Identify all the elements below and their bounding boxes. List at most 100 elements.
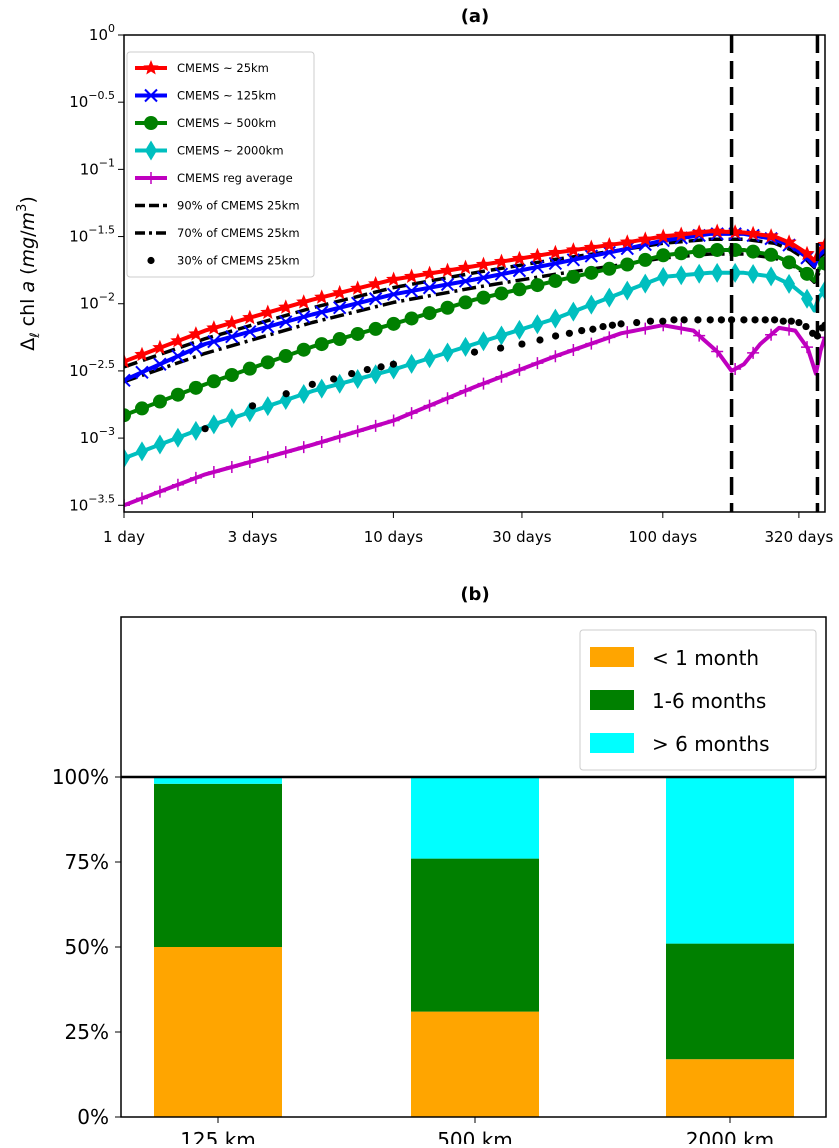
series-7-point xyxy=(795,318,803,327)
panel-b-plot-frame xyxy=(120,616,827,1118)
series-2-point xyxy=(566,269,581,284)
series-0-point xyxy=(781,234,797,249)
series-4-point xyxy=(459,384,472,397)
x-tick-label: 100 days xyxy=(628,528,697,546)
series-0-point xyxy=(332,284,348,300)
series-3-point xyxy=(171,427,184,448)
series-0-point xyxy=(547,244,563,260)
y-tick-label: 10−2.5 xyxy=(69,358,115,380)
series-7-point xyxy=(779,317,787,325)
legend-entry: CMEMS ~ 2000km xyxy=(135,140,284,161)
series-2-point xyxy=(332,332,347,347)
legend-label: CMEMS ~ 25km xyxy=(177,61,269,75)
series-0-point xyxy=(763,228,779,243)
series-7-point xyxy=(330,375,338,383)
series-7-point xyxy=(589,325,597,333)
series-7-point xyxy=(751,316,759,324)
series-7-point xyxy=(770,316,779,324)
series-4-point xyxy=(207,465,220,478)
series-4-point xyxy=(729,362,742,375)
series-7-point xyxy=(377,363,385,371)
series-2-point xyxy=(602,261,617,276)
x-tick-label: 500 km xyxy=(437,1128,513,1144)
series-4-point xyxy=(124,499,130,512)
series-7 xyxy=(201,316,825,433)
series-4-point xyxy=(693,329,706,342)
series-2-point xyxy=(350,326,365,341)
legend-label: CMEMS reg average xyxy=(177,171,293,185)
panel-b-bars xyxy=(154,777,794,1117)
panel-a-line-chart: (a) Δℓ chl a (mg/m3) 1 day 3 days 10 days 3… xyxy=(15,6,833,546)
series-4-point xyxy=(495,370,508,383)
series-3-point xyxy=(783,273,796,294)
series-3-point xyxy=(124,448,130,469)
y-tick-label: 10−1 xyxy=(80,156,115,178)
y-tick-label: 10−3.5 xyxy=(69,492,115,514)
series-0-point xyxy=(655,228,671,243)
series-3-point xyxy=(145,140,157,161)
series-1-point xyxy=(207,334,221,349)
series-4-point xyxy=(153,485,166,498)
series-3 xyxy=(124,262,825,469)
series-3-point xyxy=(765,266,778,287)
series-3-point xyxy=(657,266,670,287)
series-7-point xyxy=(363,365,371,374)
series-2-point xyxy=(242,361,257,376)
series-0-point xyxy=(206,320,222,335)
series-1-point xyxy=(189,341,203,355)
series-0-point xyxy=(314,289,330,304)
legend-entry: < 1 month xyxy=(590,646,759,670)
legend-entry: CMEMS ~ 125km xyxy=(135,89,276,103)
series-7-point xyxy=(670,316,678,324)
legend-label: 70% of CMEMS 25km xyxy=(177,226,300,240)
bar-segment xyxy=(666,777,794,944)
series-2-point xyxy=(512,282,527,297)
series-3-point xyxy=(261,396,274,417)
series-4-point xyxy=(765,328,778,341)
series-7-point xyxy=(599,322,607,331)
legend-label: > 6 months xyxy=(652,732,770,756)
series-0-point xyxy=(188,326,204,341)
legend-entry: 70% of CMEMS 25km xyxy=(135,226,300,240)
y-tick-label: 10−3 xyxy=(80,425,115,447)
series-7-point xyxy=(659,317,667,325)
legend-label: 30% of CMEMS 25km xyxy=(177,254,300,268)
series-7-point xyxy=(470,348,479,356)
series-4-point xyxy=(351,425,364,438)
series-0-point xyxy=(799,245,815,261)
series-1-point xyxy=(315,305,329,319)
series-2-point xyxy=(188,380,203,395)
legend-entry: > 6 months xyxy=(590,732,770,756)
series-0-point xyxy=(152,339,168,355)
series-0-point xyxy=(368,276,384,291)
series-2-point xyxy=(206,374,221,389)
series-2-point xyxy=(548,273,563,288)
series-7-point xyxy=(608,321,617,329)
x-tick-label: 2000 km xyxy=(686,1128,774,1144)
series-4-point xyxy=(387,414,400,427)
y-tick-label: 75% xyxy=(65,850,109,874)
panel-a-y-axis-label: Δℓ chl a (mg/m3) xyxy=(15,196,43,351)
panel-b-title: (b) xyxy=(460,584,489,605)
series-0-point xyxy=(134,346,150,362)
legend-entry: 30% of CMEMS 25km xyxy=(147,254,300,268)
series-1-point xyxy=(279,315,293,329)
series-4-point xyxy=(585,337,598,350)
series-1-point xyxy=(440,277,455,292)
series-2-point xyxy=(638,252,653,267)
series-3-point xyxy=(423,348,436,369)
series-0-point xyxy=(143,60,159,75)
x-tick-label: 320 days xyxy=(764,528,833,546)
series-3-point xyxy=(207,414,220,435)
series-2-point xyxy=(224,367,239,382)
bar-segment xyxy=(154,947,282,1117)
series-4-point xyxy=(315,436,328,449)
series-4-point xyxy=(639,322,652,335)
series-4-point xyxy=(549,350,562,363)
series-7-point xyxy=(551,332,560,340)
series-0-point xyxy=(278,299,294,314)
series-0-point xyxy=(745,225,761,241)
x-tick-label: 3 days xyxy=(228,528,278,546)
series-1-point xyxy=(225,329,239,344)
